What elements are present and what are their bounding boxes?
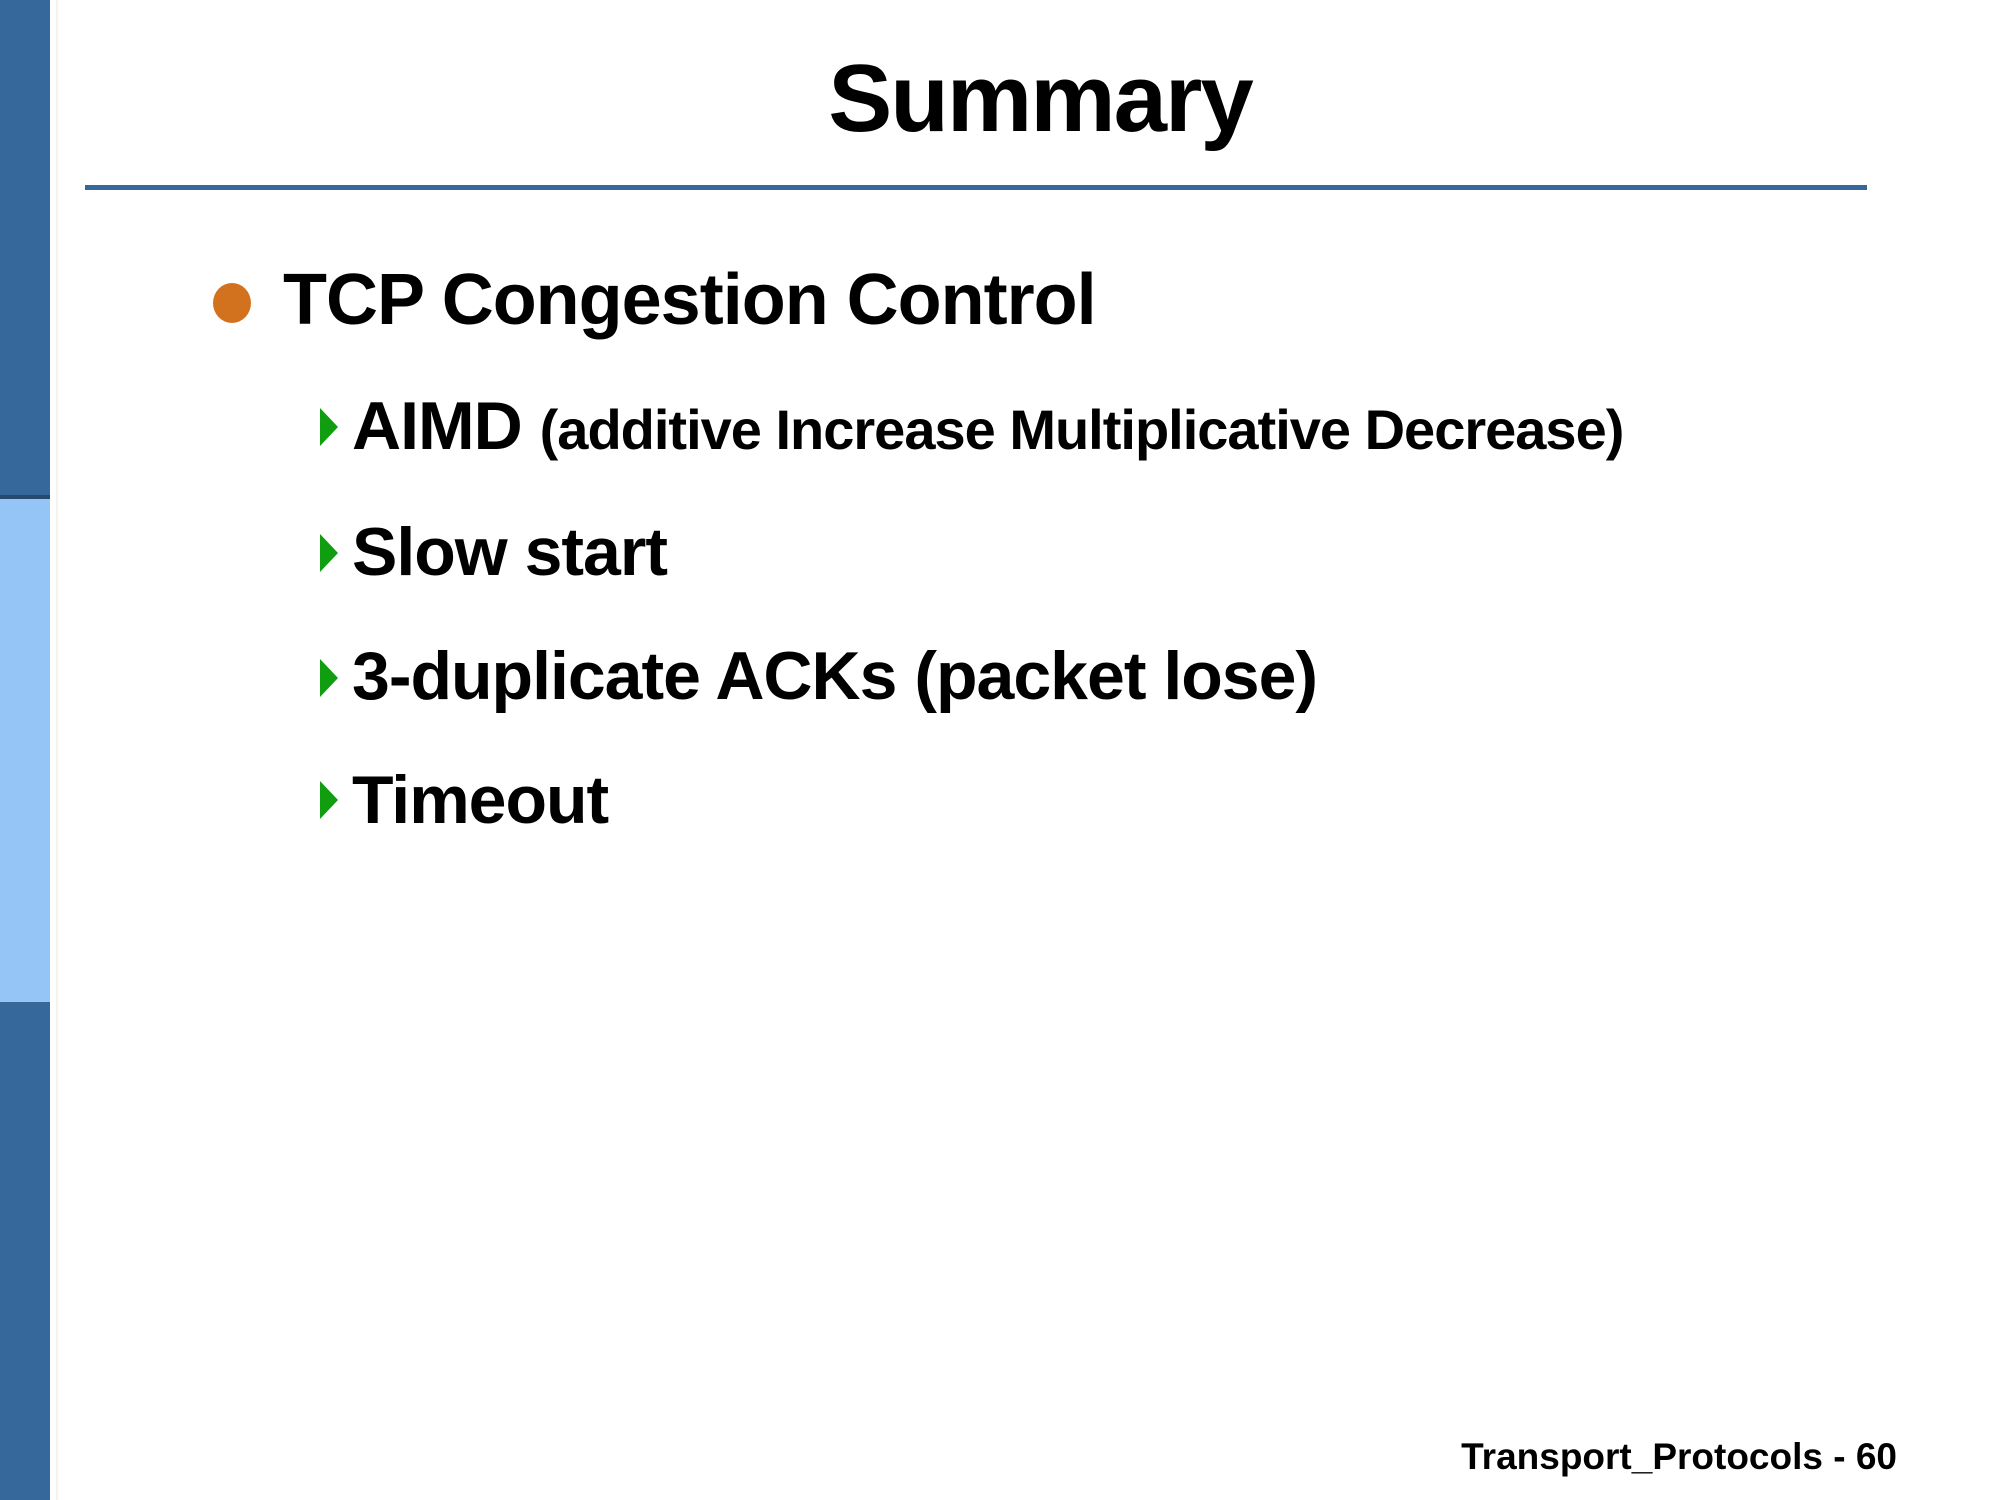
accent-bar-top-segment (0, 0, 50, 495)
sidebar-edge-line (56, 0, 58, 1500)
bullet-lead-text: AIMD (352, 388, 540, 464)
accent-bar-bottom-segment (0, 1002, 50, 1500)
accent-bar-light-segment (0, 499, 50, 1002)
slide-footer-page-label: Transport_Protocols - 60 (1461, 1436, 1897, 1477)
accent-bar-divider (0, 495, 50, 499)
arrow-bullet-icon (320, 534, 338, 572)
bullet-level2-text: AIMD (additive Increase Multiplicative D… (352, 388, 1625, 467)
arrow-bullet-icon (320, 781, 338, 819)
bullet-paren-text: (additive Increase Multiplicative Decrea… (539, 398, 1625, 461)
bullet-level1-text: TCP Congestion Control (283, 260, 1097, 340)
bullet-level2-text: Slow start (352, 514, 668, 590)
arrow-bullet-icon (320, 659, 338, 697)
arrow-bullet-icon (320, 408, 338, 446)
bullet-level2-text: Timeout (352, 762, 609, 838)
left-accent-bar (0, 0, 50, 1500)
bullet-level2-text: 3-duplicate ACKs (packet lose) (352, 638, 1318, 714)
page-title: Summary (828, 45, 1254, 152)
title-underline-rule (85, 185, 1867, 190)
bullet-dot-icon (213, 283, 251, 323)
